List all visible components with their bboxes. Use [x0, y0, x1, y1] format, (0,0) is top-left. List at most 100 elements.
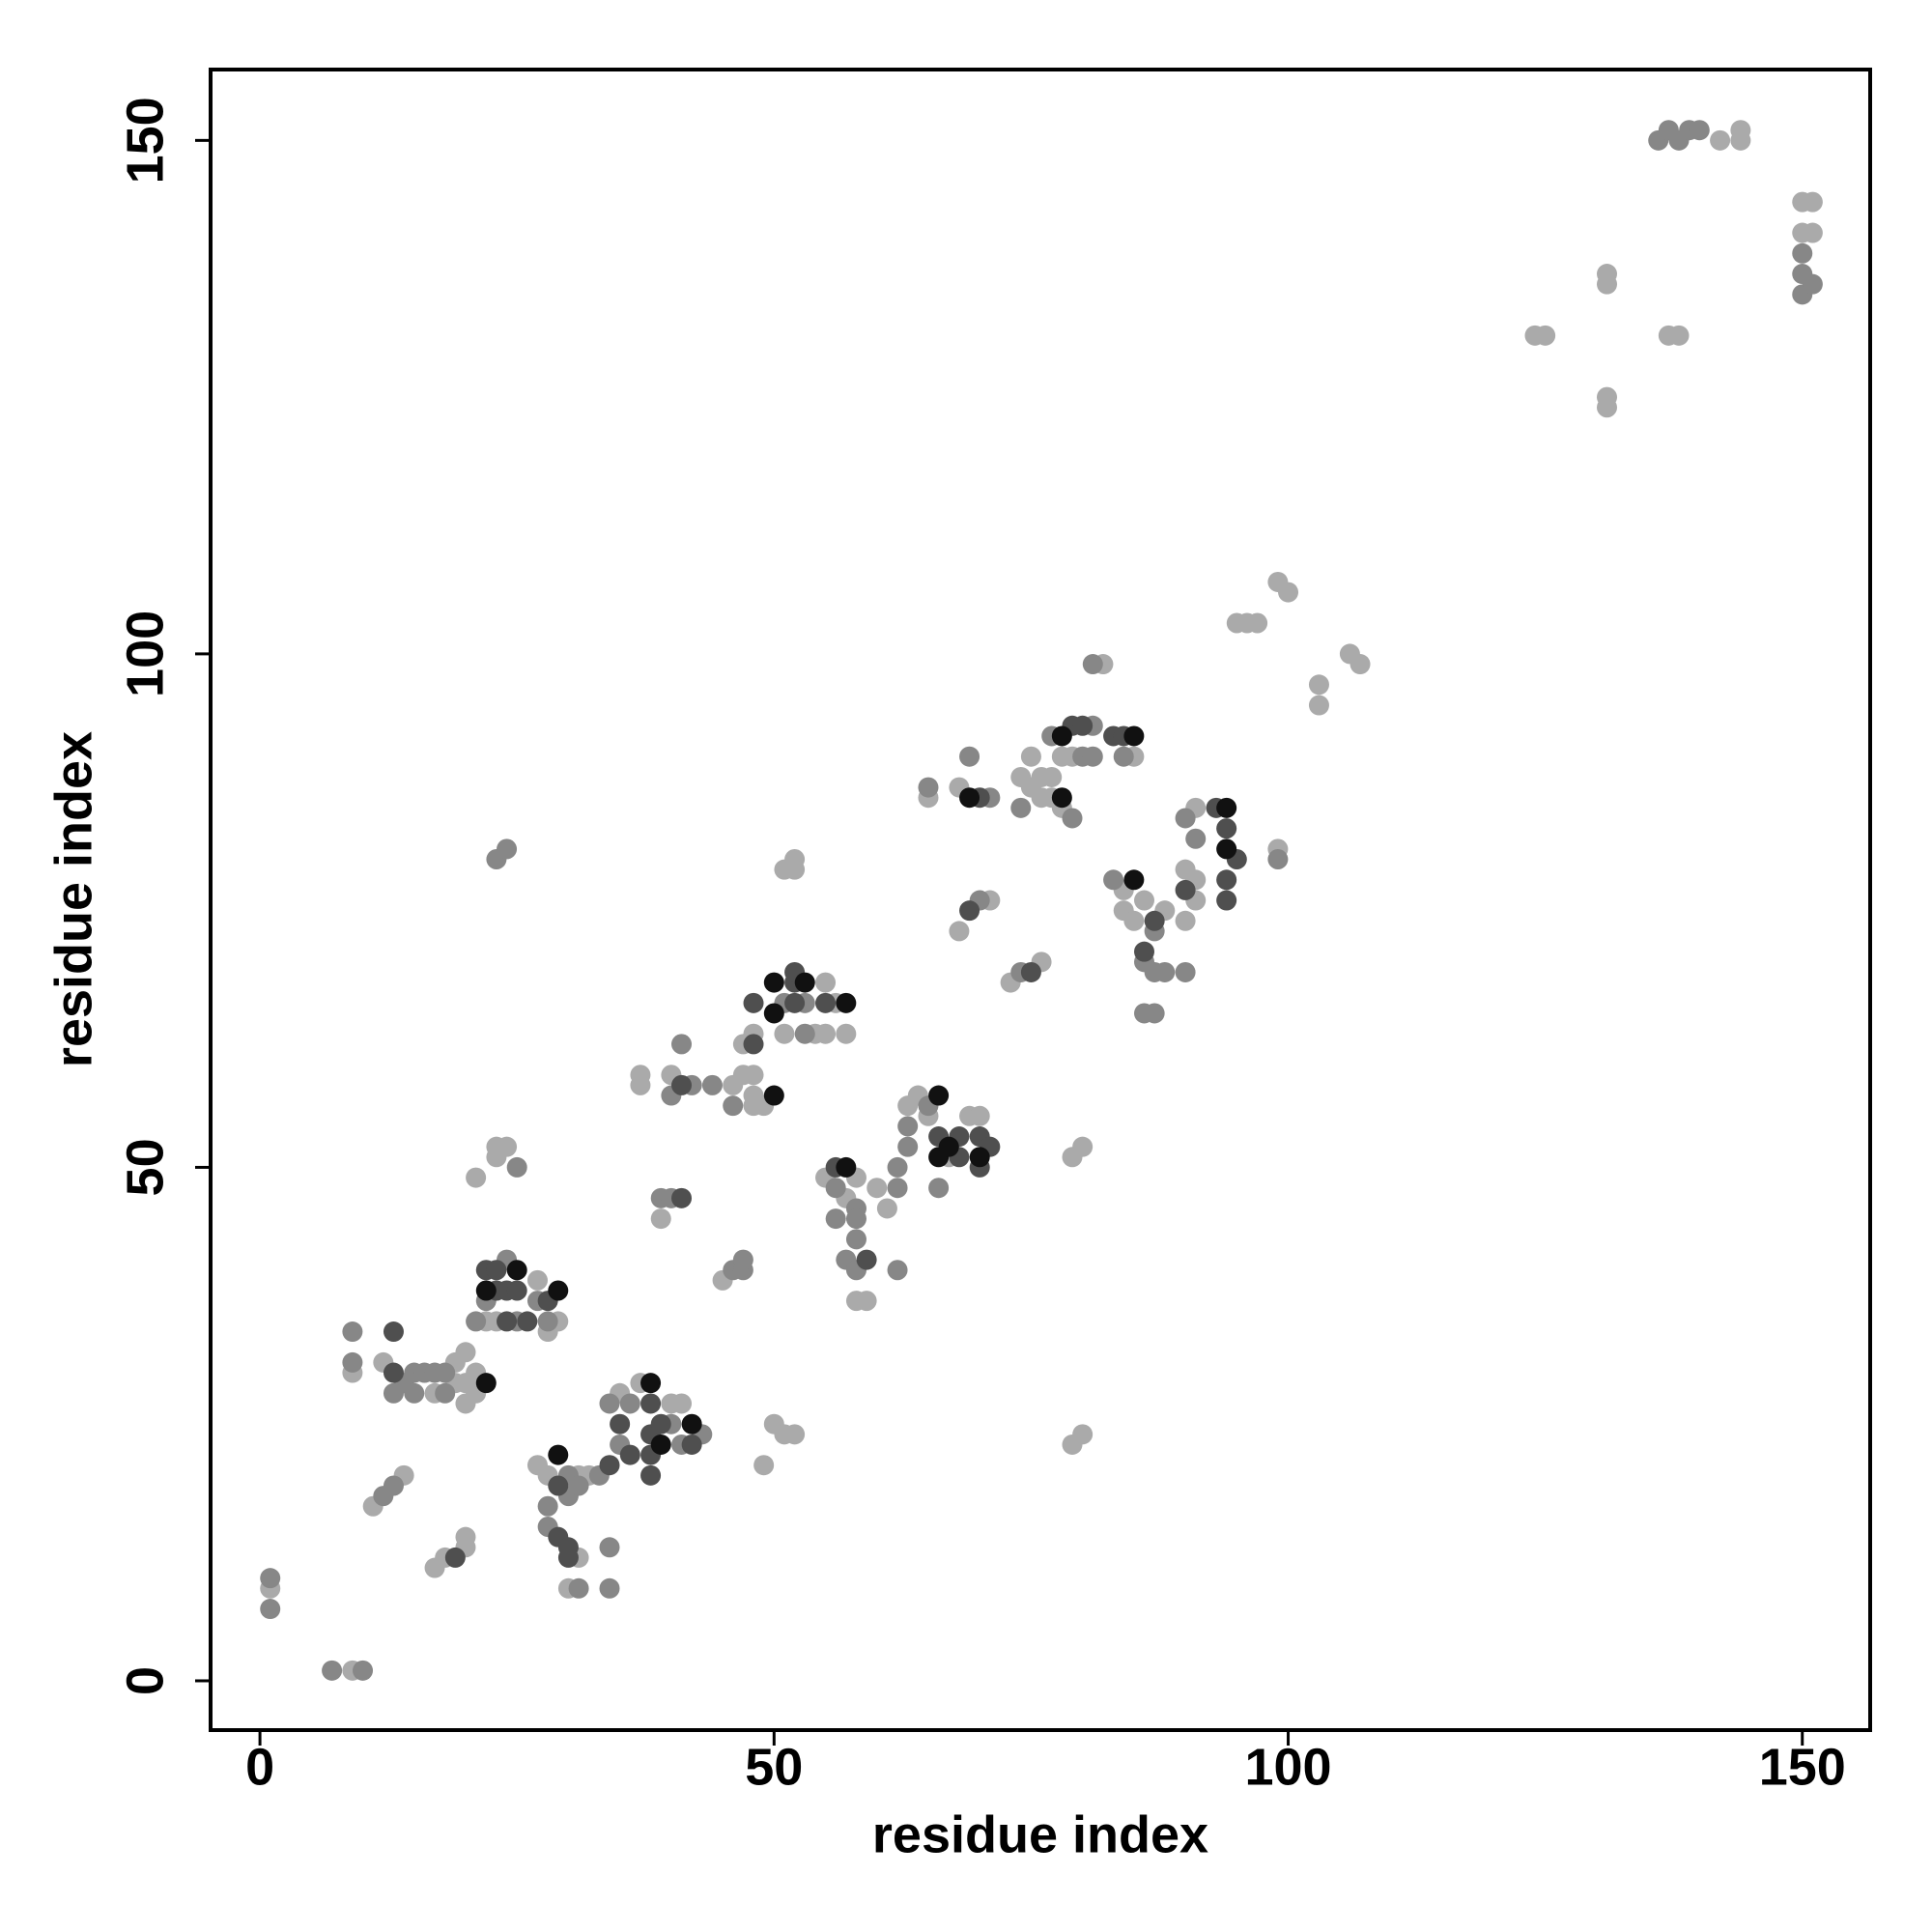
point — [383, 1362, 404, 1383]
point — [763, 1085, 784, 1106]
point — [1072, 1424, 1094, 1445]
point — [497, 838, 518, 860]
point — [815, 1023, 837, 1044]
point — [845, 1229, 867, 1250]
point — [938, 1136, 959, 1157]
point — [1730, 120, 1751, 141]
point — [681, 1434, 702, 1455]
point — [1144, 1003, 1165, 1024]
point — [599, 1393, 620, 1414]
point — [1689, 120, 1710, 141]
point — [753, 1455, 775, 1476]
point — [969, 1105, 990, 1126]
point — [568, 1475, 589, 1496]
point — [548, 1280, 569, 1301]
point — [867, 1178, 888, 1199]
point — [444, 1547, 466, 1568]
point — [640, 1373, 662, 1394]
point — [1144, 910, 1165, 931]
point — [455, 1342, 476, 1363]
point — [959, 746, 980, 767]
point — [1082, 654, 1103, 675]
point — [1308, 674, 1329, 696]
point — [836, 992, 857, 1013]
point — [260, 1599, 281, 1620]
point — [1041, 766, 1063, 787]
x-tick-label: 50 — [745, 1738, 803, 1796]
point — [1216, 869, 1237, 891]
point — [825, 1178, 846, 1199]
point — [856, 1249, 877, 1270]
y-tick-label: 100 — [116, 611, 174, 697]
point — [650, 1413, 671, 1435]
point — [836, 1156, 857, 1178]
point — [548, 1444, 569, 1465]
point — [1668, 325, 1690, 346]
point — [784, 992, 806, 1013]
point — [630, 1074, 651, 1095]
point — [506, 1280, 527, 1301]
point — [557, 1547, 579, 1568]
point — [794, 972, 815, 993]
point — [1185, 828, 1207, 849]
point — [506, 1260, 527, 1281]
point — [1267, 849, 1289, 870]
point — [887, 1178, 908, 1199]
point — [1597, 386, 1618, 408]
point — [815, 992, 837, 1013]
point — [763, 1003, 784, 1024]
point — [475, 1373, 497, 1394]
point — [1103, 869, 1124, 891]
point — [517, 1311, 538, 1332]
point — [1247, 612, 1268, 634]
point — [486, 1260, 507, 1281]
point — [599, 1577, 620, 1599]
point — [650, 1434, 671, 1455]
point — [928, 1178, 950, 1199]
point — [1154, 961, 1176, 982]
point — [1350, 654, 1371, 675]
point — [497, 1311, 518, 1332]
point — [784, 1424, 806, 1445]
point — [537, 1495, 558, 1517]
point — [1175, 961, 1196, 982]
point — [1792, 242, 1813, 264]
point — [1072, 1136, 1094, 1157]
point — [404, 1382, 425, 1404]
point — [876, 1198, 897, 1219]
point — [1278, 582, 1299, 603]
point — [1020, 961, 1041, 982]
point — [743, 992, 764, 1013]
point — [650, 1208, 671, 1230]
y-tick-label: 0 — [116, 1666, 174, 1695]
point — [1216, 797, 1237, 818]
point — [1082, 746, 1103, 767]
point — [1175, 808, 1196, 829]
y-tick-label: 150 — [116, 97, 174, 184]
point — [732, 1249, 753, 1270]
x-tick-label: 100 — [1244, 1738, 1331, 1796]
point — [486, 1147, 507, 1168]
point — [610, 1413, 631, 1435]
point — [568, 1577, 589, 1599]
point — [619, 1444, 640, 1465]
point — [537, 1311, 558, 1332]
point — [1123, 910, 1145, 931]
point — [640, 1393, 662, 1414]
point — [466, 1311, 487, 1332]
y-tick-label: 50 — [116, 1138, 174, 1196]
point — [466, 1167, 487, 1188]
point — [619, 1393, 640, 1414]
point — [599, 1455, 620, 1476]
point — [723, 1095, 744, 1117]
point — [918, 777, 939, 798]
point — [887, 1260, 908, 1281]
point — [681, 1413, 702, 1435]
plot-frame — [209, 68, 1872, 1732]
point — [342, 1351, 363, 1373]
point — [774, 1023, 795, 1044]
point — [1175, 879, 1196, 900]
point — [1051, 787, 1072, 809]
